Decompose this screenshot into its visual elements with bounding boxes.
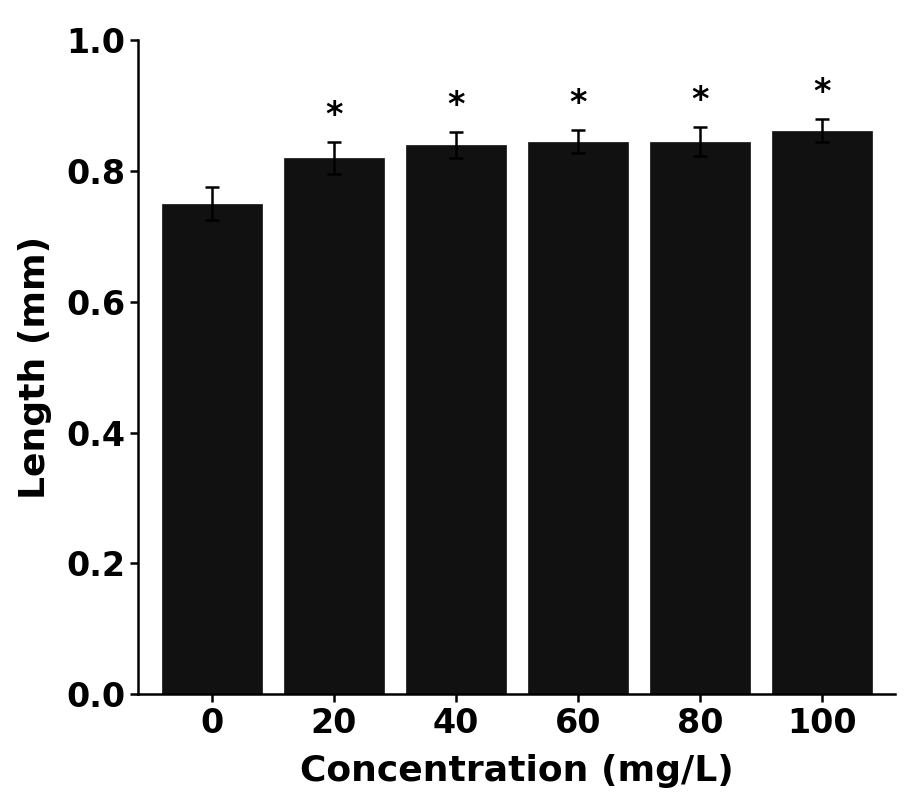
Bar xyxy=(283,158,384,694)
Bar xyxy=(406,145,506,694)
Bar xyxy=(772,131,872,694)
Text: *: * xyxy=(691,85,709,118)
Text: *: * xyxy=(325,99,342,132)
Bar xyxy=(162,204,262,694)
Bar xyxy=(650,142,750,694)
Text: *: * xyxy=(569,87,587,120)
Bar xyxy=(528,142,628,694)
Y-axis label: Length (mm): Length (mm) xyxy=(18,236,53,499)
X-axis label: Concentration (mg/L): Concentration (mg/L) xyxy=(300,754,734,788)
Text: *: * xyxy=(447,89,464,122)
Text: *: * xyxy=(813,76,831,109)
